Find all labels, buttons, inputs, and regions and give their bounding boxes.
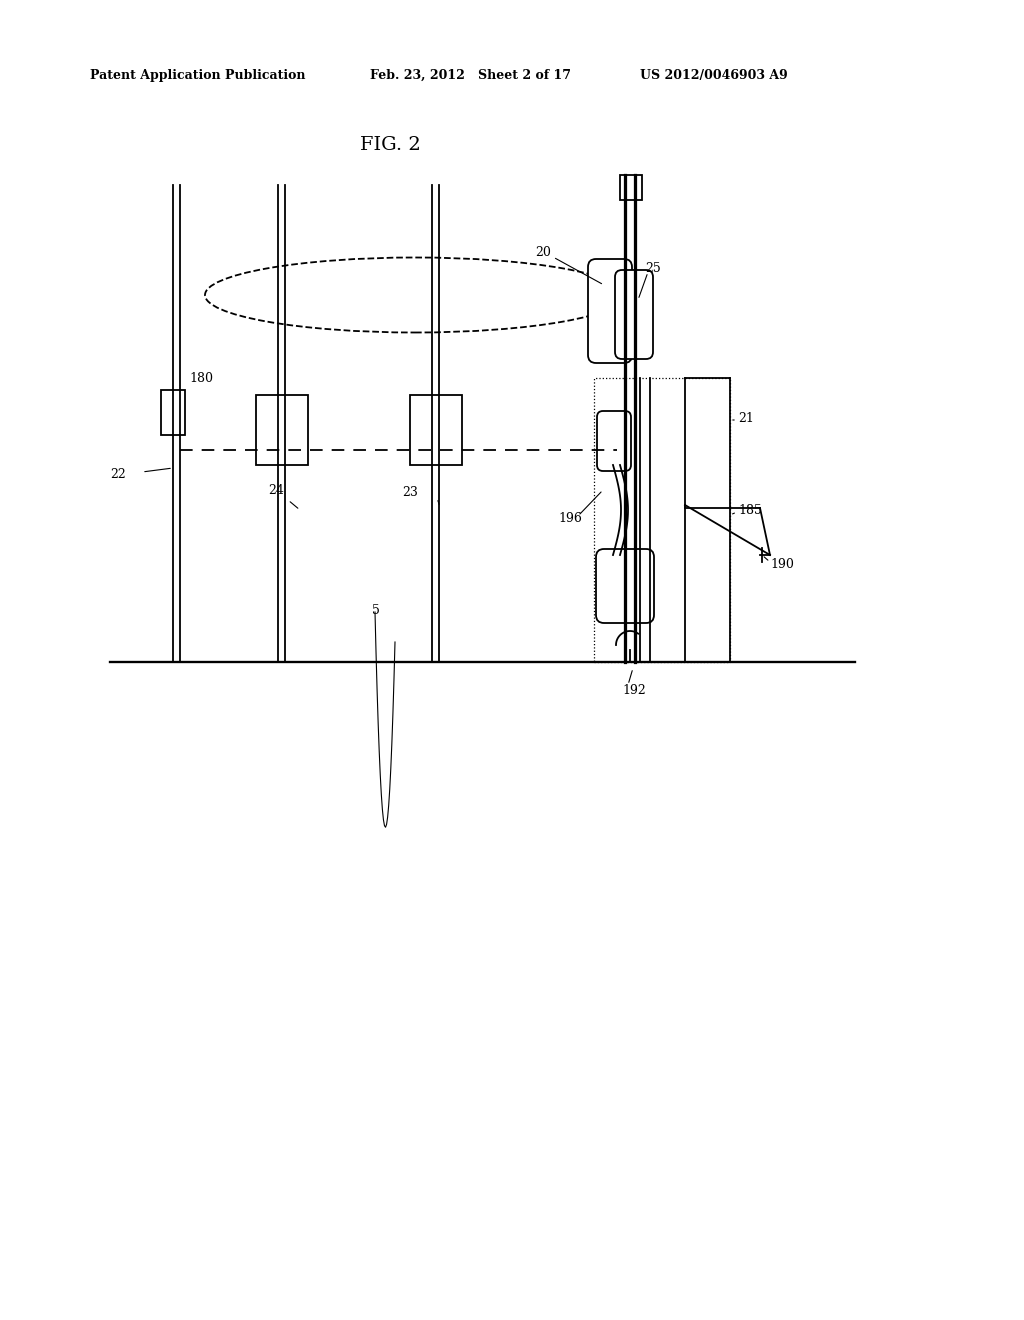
Text: 180: 180 — [189, 371, 213, 384]
Bar — [410, 395, 462, 465]
Text: 21: 21 — [738, 412, 754, 425]
Bar — [161, 389, 185, 436]
Text: 190: 190 — [770, 558, 794, 572]
FancyBboxPatch shape — [596, 549, 654, 623]
FancyBboxPatch shape — [615, 271, 653, 359]
Text: 25: 25 — [645, 261, 660, 275]
Bar — [620, 176, 642, 201]
Text: 23: 23 — [402, 486, 418, 499]
Text: Feb. 23, 2012   Sheet 2 of 17: Feb. 23, 2012 Sheet 2 of 17 — [370, 69, 571, 82]
Text: 192: 192 — [622, 684, 646, 697]
FancyBboxPatch shape — [597, 411, 631, 471]
Text: 196: 196 — [558, 511, 582, 524]
Text: US 2012/0046903 A9: US 2012/0046903 A9 — [640, 69, 787, 82]
Text: 24: 24 — [268, 483, 284, 496]
FancyBboxPatch shape — [588, 259, 632, 363]
Text: Patent Application Publication: Patent Application Publication — [90, 69, 305, 82]
Text: 20: 20 — [535, 247, 551, 260]
Text: 185: 185 — [738, 503, 762, 516]
Text: 5: 5 — [372, 603, 380, 616]
Bar — [594, 378, 730, 663]
Text: FIG. 2: FIG. 2 — [359, 136, 421, 154]
Text: 22: 22 — [110, 469, 126, 482]
Bar — [256, 395, 308, 465]
